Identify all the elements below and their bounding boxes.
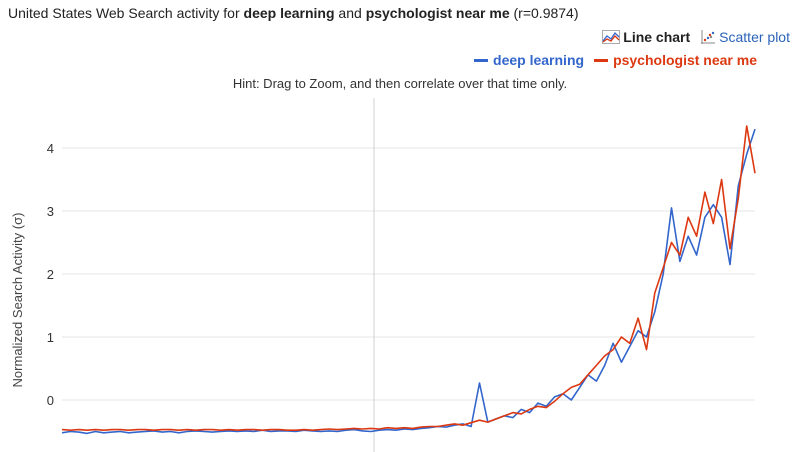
legend-item-deep-learning[interactable]: deep learning [474, 52, 584, 68]
line-chart-option[interactable]: Line chart [602, 29, 690, 45]
title-correlation: (r=0.9874) [509, 5, 579, 21]
title-prefix: United States Web Search activity for [8, 5, 244, 21]
y-tick-label-4: 4 [47, 141, 54, 156]
title-term2: psychologist near me [365, 5, 510, 21]
legend-label-deep-learning: deep learning [493, 52, 585, 68]
legend-swatch-red [594, 58, 609, 62]
grid-lines [62, 147, 755, 401]
y-tick-label-0: 0 [47, 393, 54, 408]
zoom-hint: Hint: Drag to Zoom, and then correlate o… [232, 76, 568, 91]
line-chart-icon [602, 30, 621, 44]
series-line-deep-learning [61, 128, 756, 435]
chart-title: United States Web Search activity for de… [8, 5, 579, 21]
y-axis-ticks: 0 1 2 3 4 [47, 141, 54, 408]
legend-swatch-blue [474, 58, 489, 62]
legend-label-psychologist: psychologist near me [613, 52, 757, 68]
scatter-plot-label: Scatter plot [719, 29, 790, 45]
title-term1: deep learning [243, 5, 335, 21]
view-toggle: Line chart Scatter plot [602, 29, 790, 45]
legend: deep learning psychologist near me [474, 52, 757, 68]
y-axis-label: Normalized Search Activity (σ) [10, 213, 25, 388]
series-lines [61, 125, 756, 435]
series-line-psychologist-near-me [61, 125, 756, 432]
y-tick-label-1: 1 [47, 330, 54, 345]
line-chart-label: Line chart [623, 29, 691, 45]
legend-item-psychologist[interactable]: psychologist near me [594, 52, 757, 68]
scatter-plot-icon [701, 30, 716, 44]
title-and: and [334, 5, 366, 21]
scatter-plot-option[interactable]: Scatter plot [700, 29, 790, 45]
y-tick-label-2: 2 [47, 267, 54, 282]
y-tick-label-3: 3 [47, 204, 54, 219]
